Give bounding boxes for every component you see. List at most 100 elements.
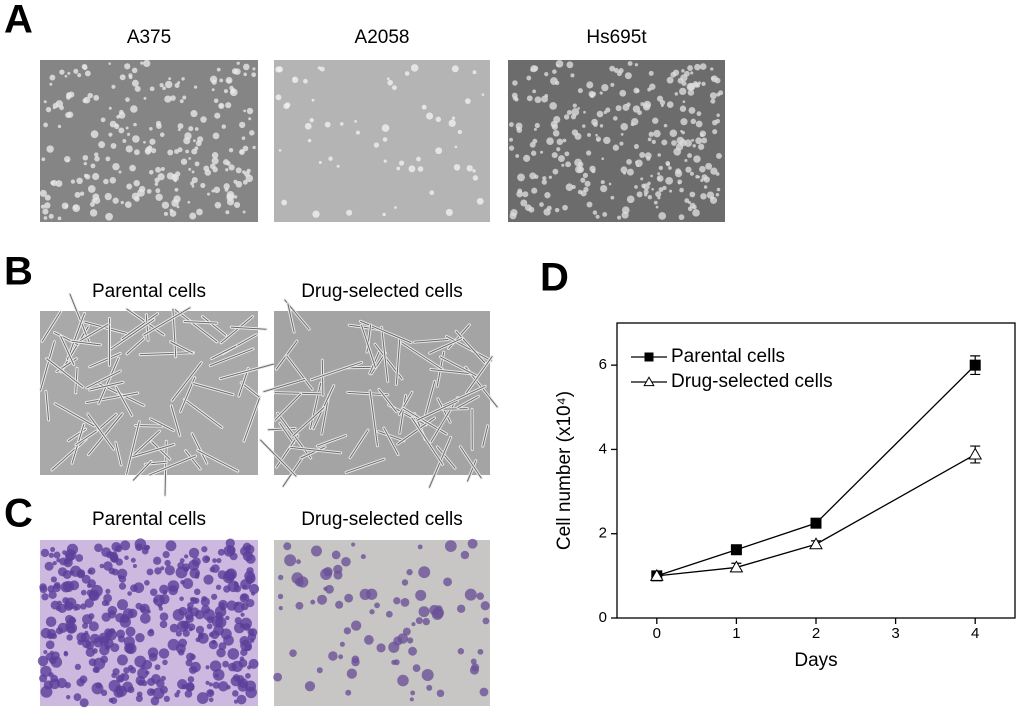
cell: [692, 144, 696, 148]
cell: [215, 584, 222, 590]
cell: [310, 599, 316, 605]
cell: [351, 655, 360, 664]
cell: [208, 632, 215, 638]
cell: [125, 626, 136, 637]
cell: [65, 112, 72, 118]
cell: [413, 339, 449, 343]
cell: [354, 119, 357, 123]
cell: [177, 81, 181, 85]
cell: [377, 431, 405, 442]
cell: [387, 79, 393, 86]
cell: [542, 176, 547, 181]
cell: [163, 695, 170, 703]
cell: [244, 680, 257, 692]
cell: [91, 682, 104, 695]
cell: [191, 170, 195, 174]
cell: [246, 598, 255, 608]
legend-marker: [644, 352, 654, 362]
cell: [319, 66, 325, 72]
cell: [671, 140, 677, 146]
cell: [279, 422, 295, 444]
cell: [88, 413, 123, 456]
cell: [187, 676, 195, 683]
cell: [43, 216, 48, 220]
cell: [184, 611, 194, 620]
marker: [969, 359, 981, 371]
cell: [429, 190, 435, 196]
cell: [482, 425, 489, 447]
image-label: A2058: [355, 27, 410, 48]
cell: [238, 367, 249, 397]
cell: [282, 455, 305, 487]
cell: [668, 166, 672, 170]
cell: [369, 390, 378, 447]
cell: [292, 77, 296, 80]
cell: [373, 142, 380, 148]
cell: [245, 544, 255, 555]
cell: [593, 122, 598, 127]
cell: [309, 118, 314, 123]
cell: [93, 657, 106, 670]
cell: [251, 72, 257, 78]
cell: [402, 627, 411, 636]
cell: [273, 672, 283, 682]
cell: [75, 430, 97, 446]
cell: [276, 66, 284, 73]
cell: [151, 441, 171, 460]
cell: [554, 207, 560, 213]
cell: [170, 95, 176, 101]
cell: [565, 161, 571, 168]
cell: [233, 581, 239, 587]
cell: [243, 72, 247, 77]
cell: [168, 77, 172, 81]
cell: [587, 133, 591, 137]
cell: [67, 624, 76, 634]
cell: [204, 556, 210, 562]
cell: [563, 114, 570, 120]
cell: [623, 171, 627, 175]
cell: [212, 558, 217, 563]
cell: [539, 202, 544, 207]
cell: [603, 136, 611, 145]
cell: [167, 580, 180, 592]
cell: [154, 664, 161, 671]
cell: [193, 85, 198, 89]
cell: [699, 165, 706, 173]
cell: [236, 675, 245, 684]
cell: [220, 628, 232, 640]
cell: [226, 600, 237, 611]
cell: [523, 154, 531, 162]
cell: [684, 158, 688, 163]
cell: [67, 71, 71, 75]
cell: [656, 175, 664, 182]
cell: [482, 617, 490, 625]
cell: [443, 385, 486, 407]
cell: [195, 625, 205, 634]
series-line: [656, 364, 976, 577]
cell: [361, 324, 376, 368]
cell: [154, 567, 162, 575]
cell: [480, 601, 490, 611]
cell: [146, 188, 152, 194]
cell: [111, 568, 119, 576]
cell: [212, 132, 220, 140]
cell: [551, 123, 559, 130]
cell: [615, 105, 622, 112]
cell: [86, 583, 92, 589]
cell: [211, 593, 218, 600]
cell: [445, 208, 453, 217]
cell: [130, 105, 138, 113]
cell: [562, 204, 568, 211]
cell: [565, 183, 574, 191]
cell: [633, 144, 639, 150]
cell: [187, 602, 194, 609]
cell: [662, 185, 667, 191]
cell: [83, 162, 87, 166]
cell: [209, 75, 218, 84]
cell: [88, 613, 95, 620]
cell: [115, 558, 123, 566]
cell: [212, 668, 225, 681]
cell: [297, 576, 309, 588]
cell: [681, 69, 685, 73]
cell: [174, 309, 218, 343]
